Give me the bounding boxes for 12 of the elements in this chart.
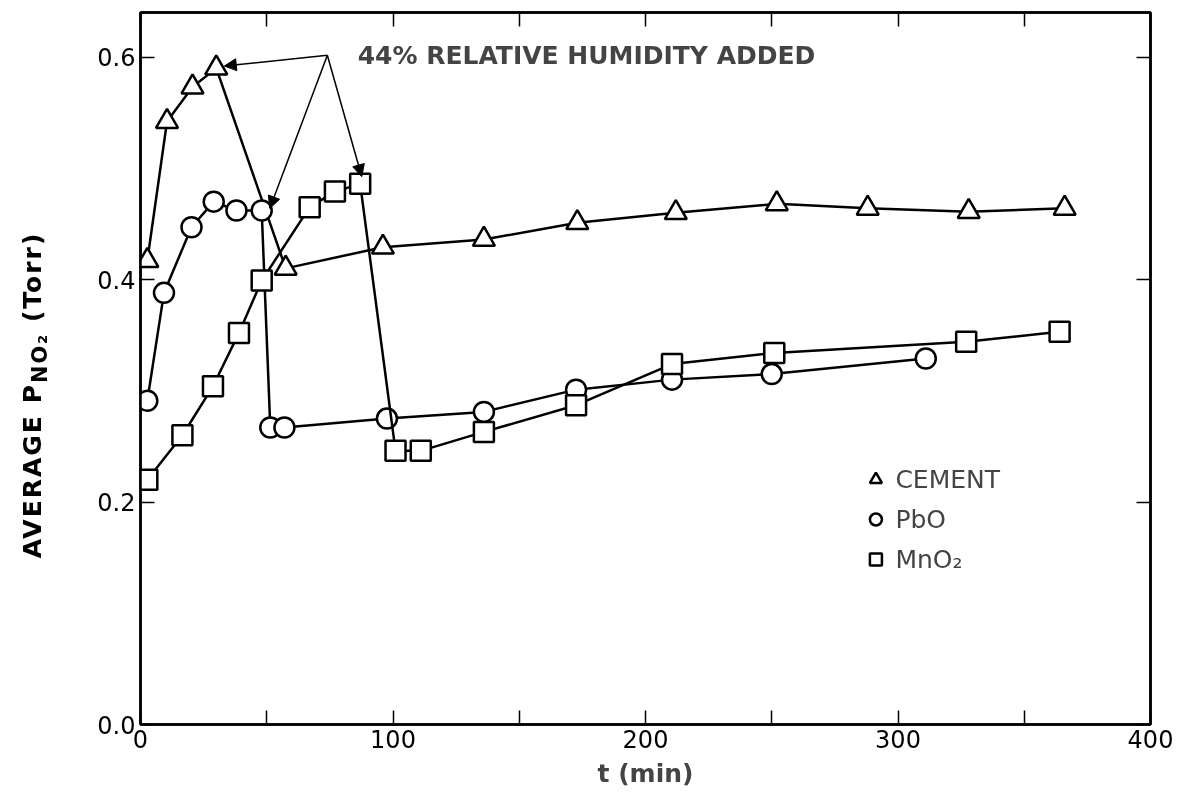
x-tick-label: 400 — [1127, 725, 1174, 754]
x-tick-label: 200 — [622, 725, 669, 754]
x-axis-title: t (min) — [597, 758, 694, 788]
legend-label: MnO₂ — [895, 544, 963, 574]
y-tick-label: 0.6 — [97, 44, 136, 72]
legend-label: PbO — [895, 504, 947, 534]
x-tick-label: 100 — [370, 725, 416, 754]
legend-label: CEMENT — [895, 464, 1000, 494]
y-tick-label: 0.2 — [97, 489, 136, 517]
y-tick-label: 0.4 — [97, 266, 136, 295]
x-tick-label: 300 — [875, 725, 921, 754]
annotation: 44% RELATIVE HUMIDITY ADDED — [357, 40, 816, 70]
